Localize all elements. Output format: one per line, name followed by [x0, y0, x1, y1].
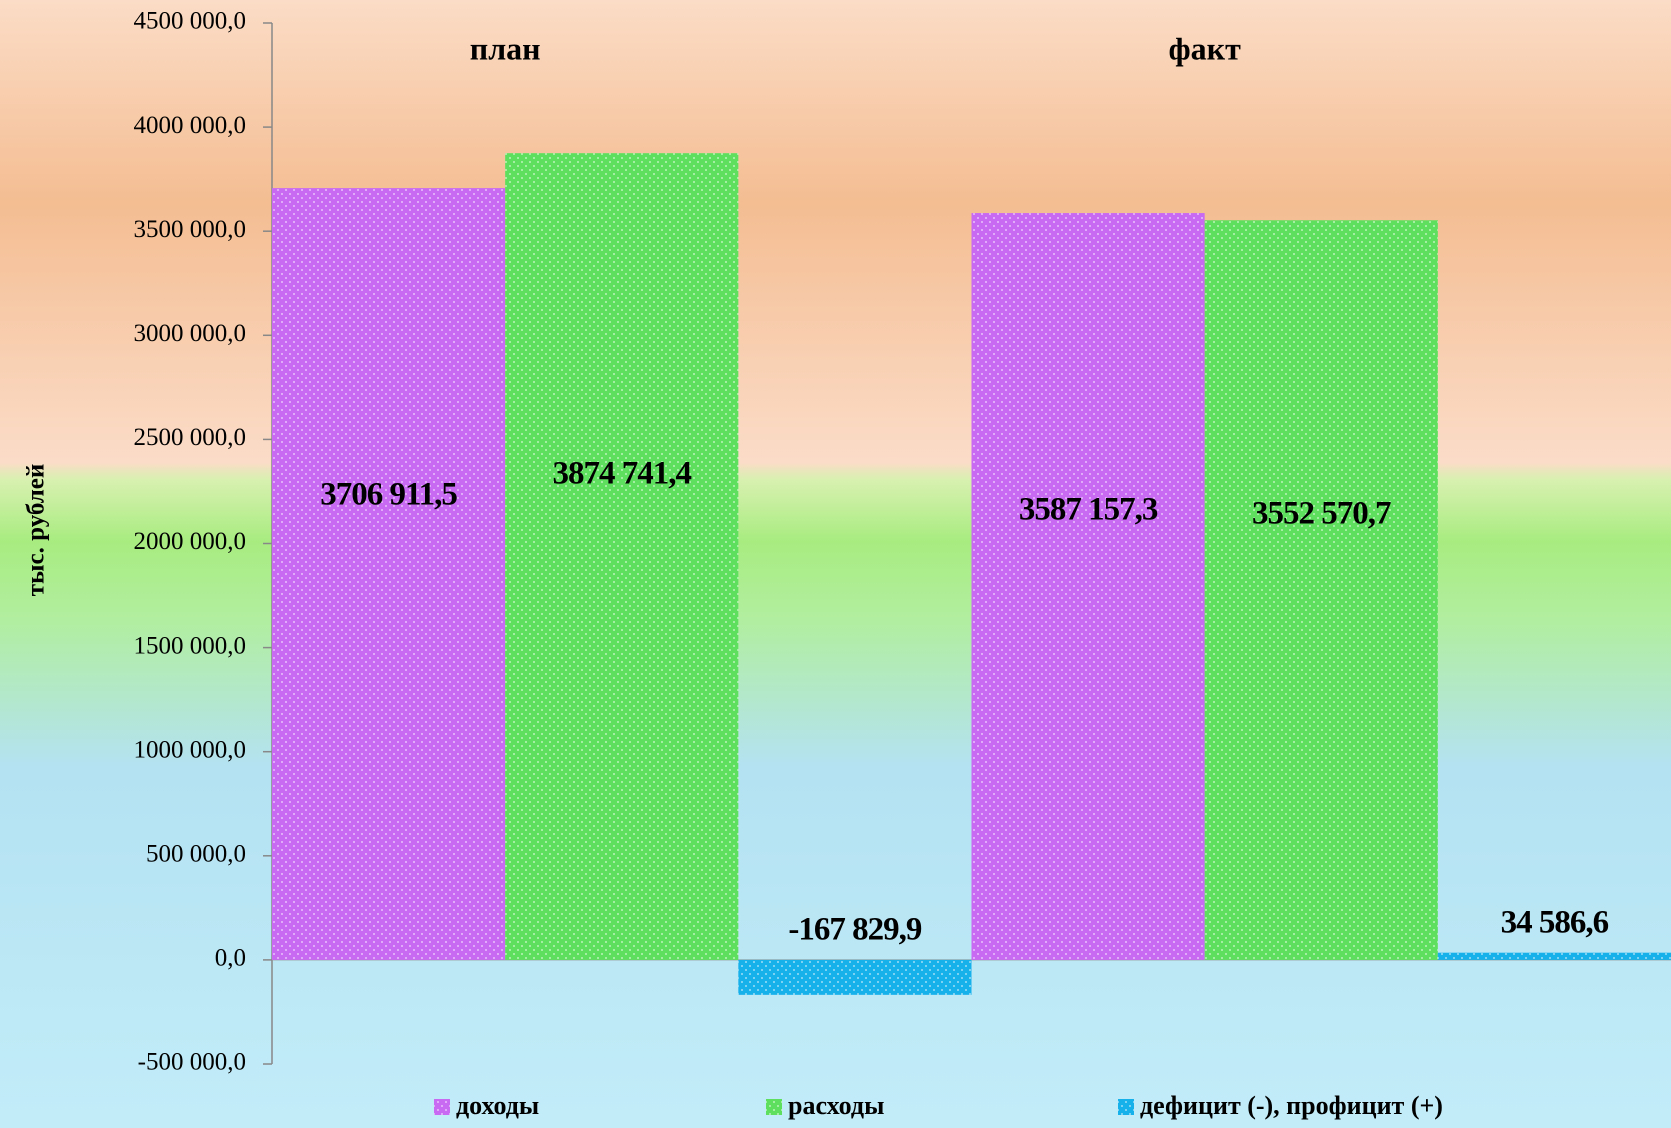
bar — [738, 959, 972, 995]
legend-swatch — [766, 1099, 782, 1115]
y-tick-label: 500 000,0 — [146, 841, 246, 868]
y-tick-label: 1000 000,0 — [134, 736, 247, 763]
y-tick-label: 3000 000,0 — [134, 320, 247, 347]
y-tick-label: 3500 000,0 — [134, 216, 247, 243]
legend-swatch — [434, 1099, 450, 1115]
bar — [505, 153, 739, 960]
value-label: 3552 570,7 — [1252, 496, 1391, 532]
value-label: 34 586,6 — [1501, 904, 1609, 940]
y-tick-label: -500 000,0 — [138, 1049, 246, 1076]
y-axis-label: тыс. рублей — [23, 464, 50, 597]
category-label: план — [470, 30, 541, 66]
legend-label: дефицит (-), профицит (+) — [1140, 1091, 1443, 1120]
bar — [272, 188, 506, 960]
y-tick-label: 2500 000,0 — [134, 424, 247, 451]
y-tick-label: 4500 000,0 — [134, 8, 247, 35]
bar — [1204, 220, 1438, 960]
value-label: 3587 157,3 — [1019, 491, 1158, 527]
y-tick-label: 1500 000,0 — [134, 632, 247, 659]
bar — [971, 213, 1205, 960]
y-tick-label: 2000 000,0 — [134, 528, 247, 555]
value-label: -167 829,9 — [788, 911, 921, 947]
legend-swatch — [1118, 1099, 1134, 1115]
value-label: 3706 911,5 — [320, 476, 457, 512]
legend-label: доходы — [456, 1091, 539, 1120]
y-tick-label: 4000 000,0 — [134, 112, 247, 139]
legend-label: расходы — [788, 1091, 884, 1120]
y-tick-label: 0,0 — [215, 945, 246, 972]
value-label: 3874 741,4 — [553, 455, 692, 491]
category-label: факт — [1169, 30, 1242, 66]
bar — [1437, 952, 1671, 960]
